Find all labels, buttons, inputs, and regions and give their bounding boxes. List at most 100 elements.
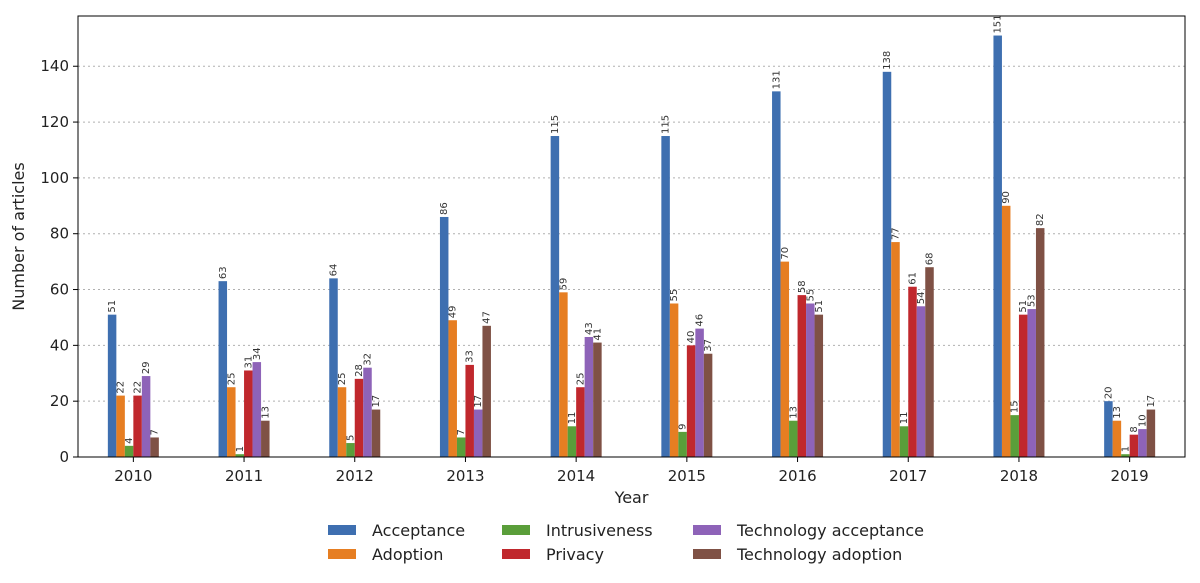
data-label: 47	[482, 311, 493, 324]
data-label: 34	[252, 347, 263, 360]
bar	[686, 345, 696, 457]
bar	[908, 286, 917, 457]
bar	[107, 314, 117, 457]
bar	[116, 395, 125, 457]
data-label: 43	[584, 322, 595, 335]
y-tick-label: 20	[50, 392, 69, 410]
data-label: 55	[805, 289, 816, 302]
data-label: 7	[150, 429, 161, 435]
data-label: 40	[686, 331, 697, 344]
data-label: 41	[592, 328, 603, 341]
bar	[1018, 314, 1028, 457]
data-label: 17	[473, 395, 484, 408]
bar	[1138, 429, 1147, 457]
bar	[473, 409, 483, 457]
legend-swatch	[502, 549, 530, 559]
bar	[1129, 434, 1139, 457]
data-label: 7	[456, 429, 467, 435]
bar	[371, 409, 381, 457]
legend-label: Intrusiveness	[546, 521, 653, 540]
data-label: 151	[993, 14, 1004, 33]
data-label: 33	[465, 350, 476, 363]
data-label: 25	[226, 372, 237, 385]
bar	[337, 387, 347, 457]
bar	[1104, 401, 1113, 457]
bar	[669, 303, 679, 457]
bar	[593, 342, 602, 457]
bar	[559, 292, 568, 457]
bar	[354, 378, 364, 457]
y-tick-label: 120	[40, 113, 69, 131]
bar	[661, 136, 670, 457]
data-label: 63	[218, 266, 229, 279]
legend: Acceptance Adoption Intrusiveness Privacy Te…	[328, 521, 924, 564]
bar	[465, 364, 474, 457]
y-tick-label: 40	[50, 336, 69, 354]
data-label: 131	[771, 70, 782, 89]
bar	[1146, 409, 1156, 457]
data-label: 4	[124, 437, 135, 443]
y-tick-label: 80	[50, 225, 69, 243]
bar	[780, 261, 790, 457]
data-label: 22	[133, 381, 144, 394]
bar	[1027, 309, 1036, 457]
y-tick-label: 0	[59, 448, 69, 466]
data-label: 68	[925, 252, 936, 265]
data-label: 51	[1018, 300, 1029, 313]
x-tick-label: 2013	[446, 467, 484, 485]
bar	[124, 445, 134, 457]
bar	[925, 267, 934, 457]
legend-swatch	[502, 525, 530, 535]
data-label: 13	[1112, 406, 1123, 419]
data-label: 13	[788, 406, 799, 419]
bar	[346, 443, 355, 457]
bar	[789, 420, 798, 457]
data-label: 51	[107, 300, 118, 313]
y-axis-label: Number of articles	[9, 162, 28, 310]
data-label: 31	[243, 356, 254, 369]
x-axis: 2010 2011 2012 2013 2014 2015 2016 2017 2018 2019	[114, 457, 1149, 485]
data-label: 13	[260, 406, 271, 419]
data-label: 58	[797, 280, 808, 293]
data-label: 32	[363, 353, 374, 366]
y-tick-label: 140	[40, 57, 69, 75]
bar	[772, 91, 781, 458]
x-tick-label: 2015	[668, 467, 706, 485]
bar	[797, 295, 807, 457]
data-label: 90	[1001, 191, 1012, 204]
x-tick-label: 2019	[1111, 467, 1149, 485]
data-label: 53	[1027, 294, 1038, 307]
legend-label: Technology adoption	[736, 545, 902, 564]
bar	[814, 314, 824, 457]
data-label: 86	[439, 202, 450, 215]
data-label: 10	[1137, 414, 1148, 427]
bar	[695, 328, 704, 457]
data-label: 11	[899, 412, 910, 425]
bar	[1112, 420, 1122, 457]
x-tick-label: 2016	[778, 467, 816, 485]
data-label: 9	[678, 424, 689, 430]
x-tick-label: 2012	[336, 467, 374, 485]
data-label: 25	[575, 372, 586, 385]
x-tick-label: 2011	[225, 467, 263, 485]
bar	[133, 395, 142, 457]
bar	[261, 420, 270, 457]
data-label: 20	[1103, 386, 1114, 399]
data-labels-group: 5122422297632513134136425528321786497331…	[107, 14, 1157, 452]
y-tick-label: 100	[40, 169, 69, 187]
bar	[448, 320, 457, 457]
legend-swatch	[693, 549, 721, 559]
legend-label: Privacy	[546, 545, 604, 564]
bar	[678, 431, 687, 457]
legend-swatch	[328, 549, 356, 559]
legend-swatch	[328, 525, 356, 535]
legend-label: Acceptance	[372, 521, 465, 540]
bar	[235, 454, 245, 457]
data-label: 115	[550, 115, 561, 134]
bar	[703, 353, 713, 457]
bar	[916, 306, 926, 457]
bar	[244, 370, 253, 457]
x-tick-label: 2017	[889, 467, 927, 485]
bar	[584, 336, 594, 457]
legend-label: Adoption	[372, 545, 443, 564]
